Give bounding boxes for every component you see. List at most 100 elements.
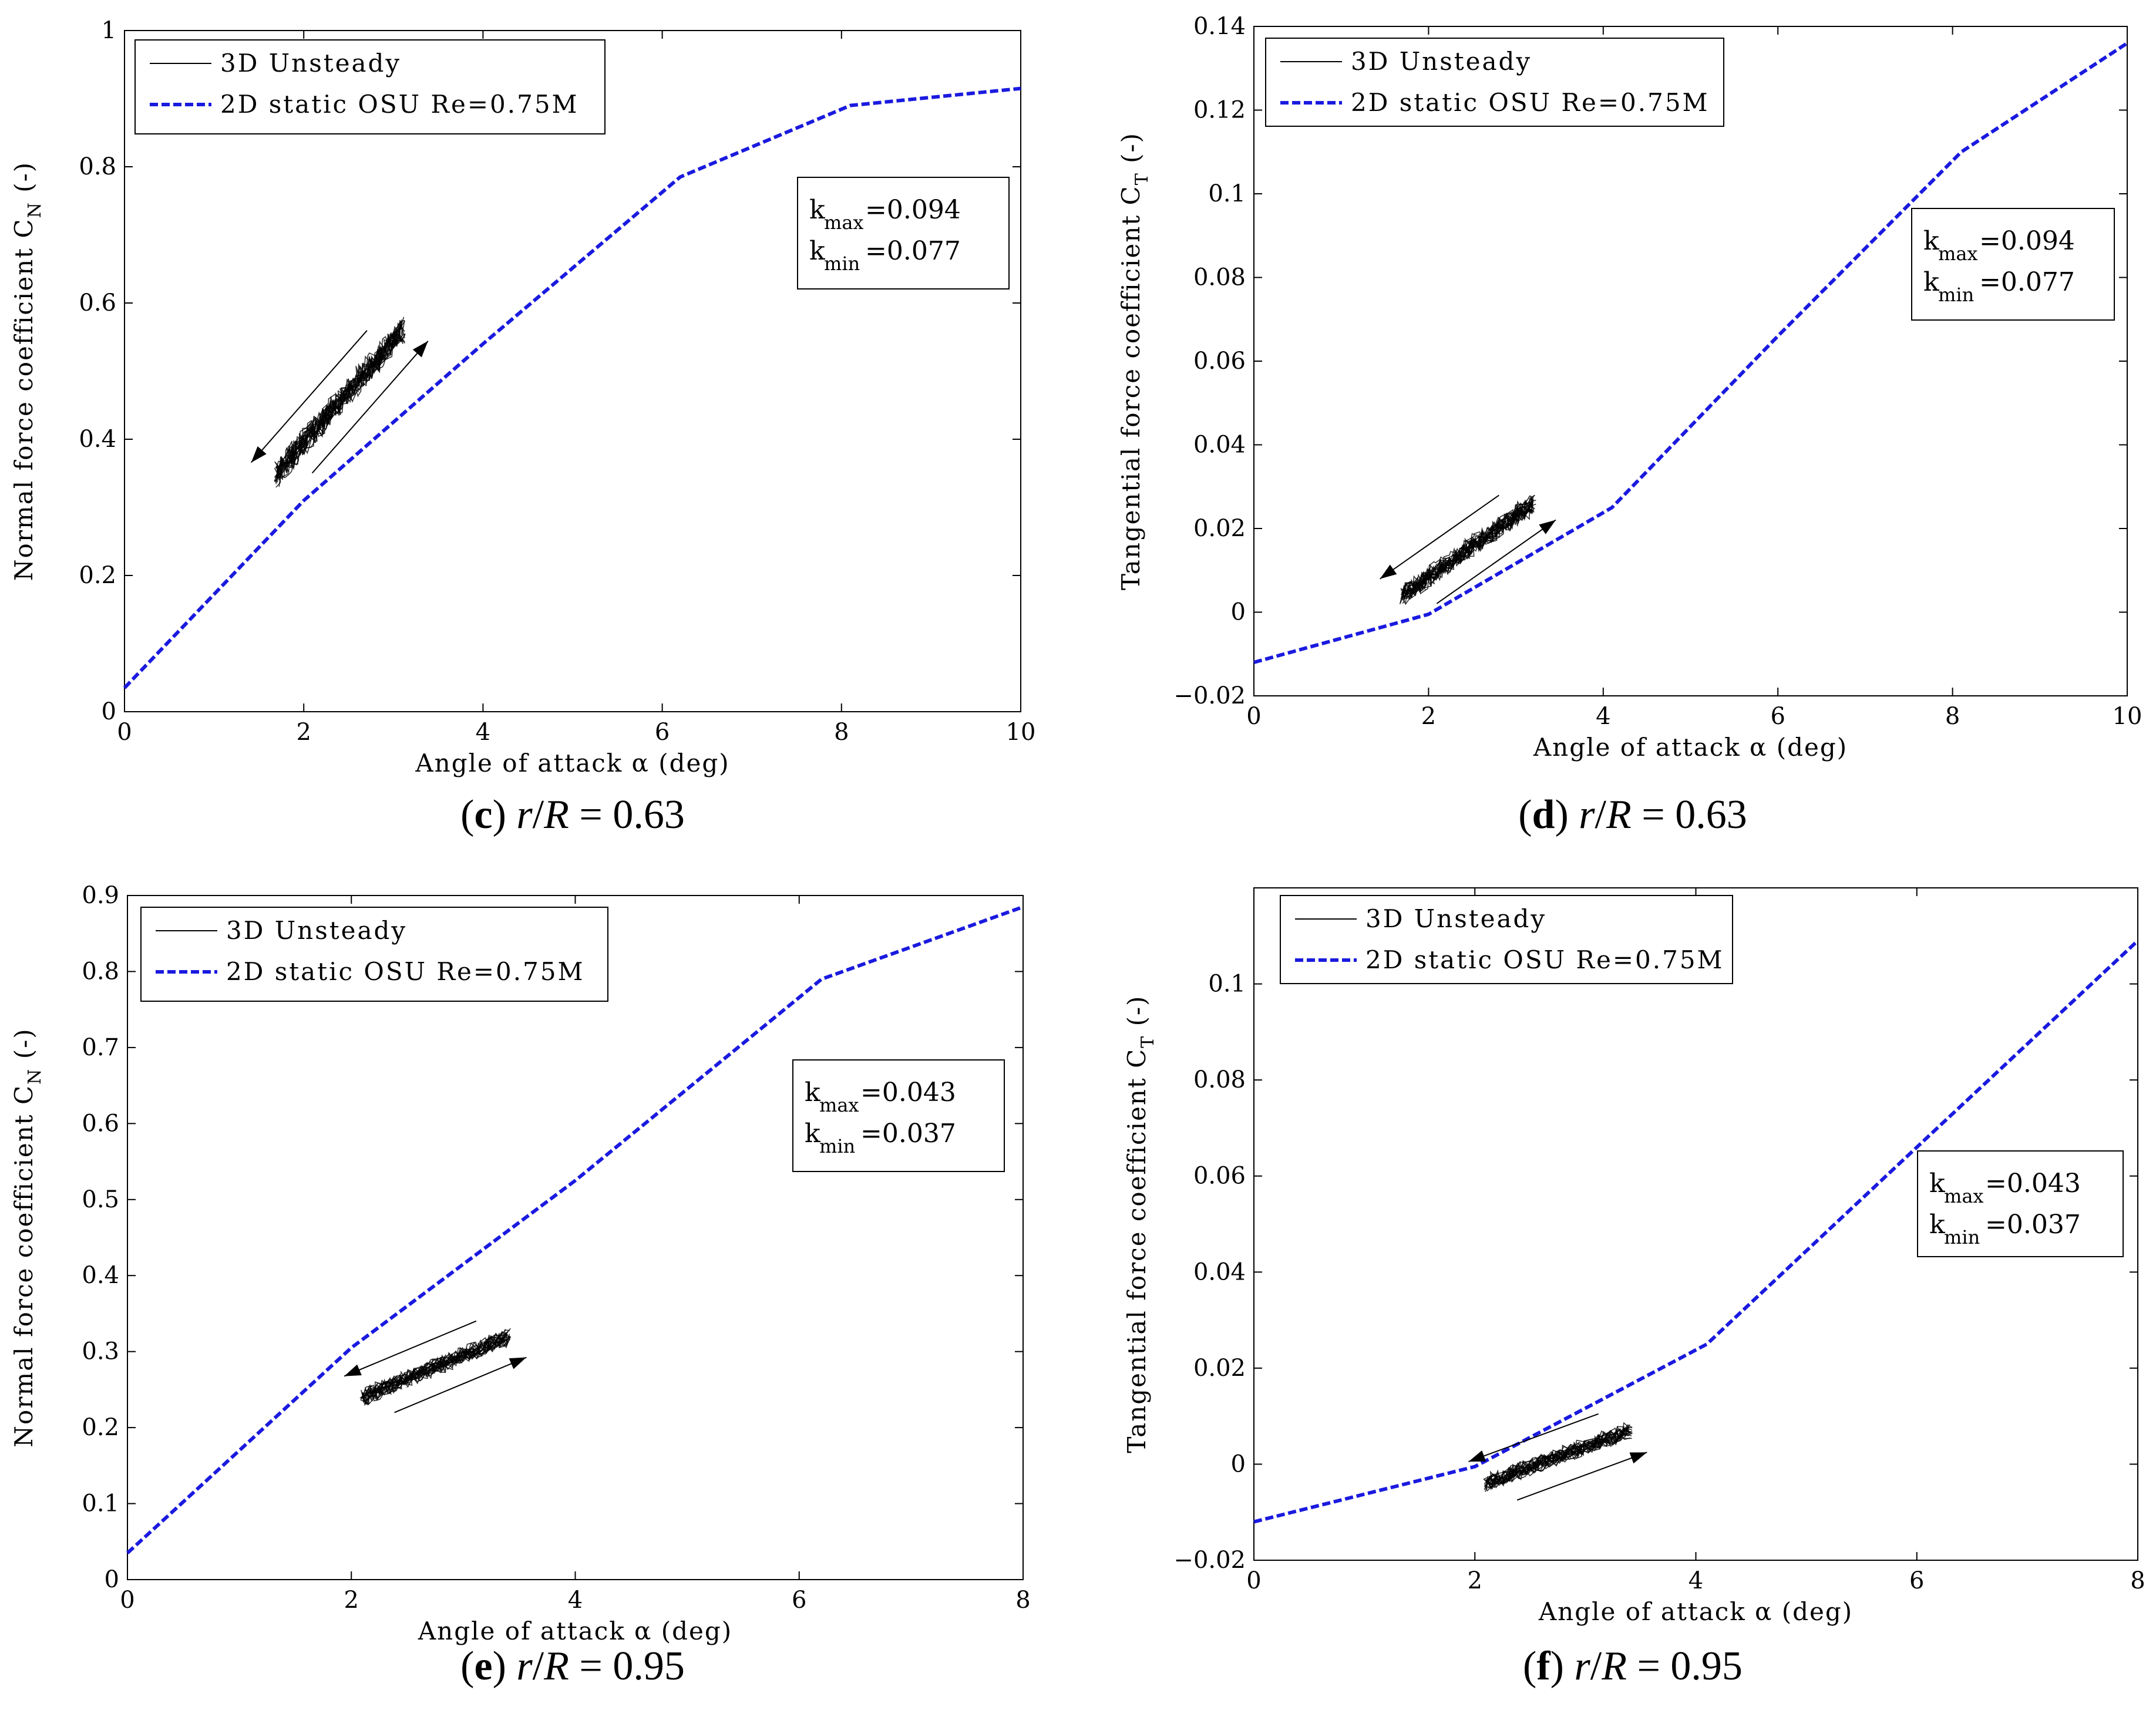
y-tick-label: 0.5 [82, 1186, 119, 1213]
arrow-increasing [1516, 1452, 1647, 1501]
x-tick-label: 6 [1770, 703, 1785, 730]
y-tick-label: 0 [105, 1566, 119, 1593]
unsteady-trace [1486, 1428, 1630, 1483]
k-min-subscript: min [1938, 284, 1974, 306]
caption-part: / [533, 792, 544, 837]
unsteady-trace [362, 1338, 508, 1402]
k-box-frame [792, 1059, 1005, 1172]
arrow-decreasing [250, 330, 368, 463]
x-tick-label: 4 [568, 1587, 583, 1614]
k-min-value: =0.037 [1985, 1210, 2081, 1240]
chart-panel-e: 0 2 4 6 8 0 0.1 0.2 0.3 0.4 0.5 0.6 0.7 0.8 0.9 Angle o… [9, 882, 1031, 1689]
series-3d-unsteady-loops [1483, 1422, 1633, 1492]
unsteady-trace [1486, 1424, 1630, 1489]
caption-part: ) [493, 792, 517, 837]
y-tick-label: 0.4 [82, 1262, 119, 1289]
legend-label-3d-unsteady: 3D Unsteady [226, 916, 407, 945]
series-3d-unsteady-loops [1399, 494, 1536, 605]
series-2d-static-line [1253, 41, 2128, 664]
caption-part: r [516, 1644, 533, 1689]
legend-frame [134, 39, 606, 134]
caption-part: ) [1550, 1644, 1575, 1689]
arrowhead-increasing [1629, 1452, 1647, 1464]
x-tick-label: 8 [2130, 1567, 2145, 1594]
y-tick-label: 0.7 [82, 1034, 119, 1061]
x-tick-label: 2 [296, 719, 311, 746]
legend: 3D Unsteady 2D static OSU Re=0.75M [1280, 895, 1733, 984]
legend: 3D Unsteady 2D static OSU Re=0.75M [140, 907, 608, 1002]
x-tick-label: 6 [655, 719, 670, 746]
y-axis-label-main: Tangential force coefficient C [1116, 185, 1145, 590]
y-tick-label: 0.06 [1193, 348, 1246, 375]
caption-part: R [543, 1644, 569, 1689]
y-axis-label-unit: (-) [1116, 132, 1145, 172]
caption-part: ( [1518, 792, 1532, 837]
k-min-symbol: k [809, 236, 825, 266]
series-3d-unsteady-loops [359, 1328, 512, 1406]
y-axis-label-main: Tangential force coefficient C [1122, 1048, 1151, 1453]
unsteady-trace [276, 331, 404, 480]
panel-caption: (d) r/R = 0.63 [1518, 792, 1747, 837]
y-tick-label: 0.14 [1193, 13, 1246, 40]
arrow-decreasing [1380, 494, 1499, 580]
x-tick-label: 6 [1909, 1567, 1924, 1594]
y-tick-label: 0.6 [79, 289, 116, 317]
caption-part: R [1601, 1644, 1627, 1689]
y-tick-label: 0.1 [82, 1490, 119, 1517]
legend-label-2d-static: 2D static OSU Re=0.75M [226, 957, 585, 986]
arrowhead-decreasing [1468, 1450, 1486, 1462]
caption-part: e [474, 1644, 492, 1689]
y-tick-label: 0 [102, 698, 116, 725]
x-tick-label: 10 [2113, 703, 2142, 730]
unsteady-trace [360, 1336, 511, 1400]
caption-part: = 0.63 [1632, 792, 1747, 837]
caption-part: c [474, 792, 492, 837]
x-tick-label: 8 [1945, 703, 1960, 730]
y-tick-label: 0 [1231, 1450, 1246, 1477]
unsteady-trace [275, 321, 402, 474]
unsteady-trace [275, 320, 405, 488]
unsteady-trace [1483, 1429, 1628, 1487]
legend-frame [1280, 895, 1733, 984]
x-axis-label: Angle of attack α (deg) [418, 1617, 732, 1645]
unsteady-trace [1400, 502, 1532, 598]
y-axis-label-unit: (-) [1122, 995, 1151, 1035]
k-max-symbol: k [809, 195, 825, 225]
legend-label-3d-unsteady: 3D Unsteady [1365, 904, 1546, 933]
k-min-subscript: min [819, 1135, 855, 1157]
panel-caption: (f) r/R = 0.95 [1523, 1644, 1743, 1689]
k-max-value: =0.094 [1979, 226, 2075, 256]
arrow-increasing [394, 1356, 527, 1413]
x-tick-label: 2 [344, 1587, 359, 1614]
caption-part: / [533, 1644, 544, 1689]
y-tick-label: 0.02 [1193, 515, 1246, 542]
y-tick-label: −0.02 [1173, 682, 1246, 709]
caption-part: ) [1555, 792, 1579, 837]
plot-frame [124, 30, 1021, 712]
caption-part: r [516, 792, 533, 837]
legend: 3D Unsteady 2D static OSU Re=0.75M [134, 39, 606, 134]
y-tick-label: 0.02 [1193, 1355, 1246, 1382]
x-tick-label: 10 [1006, 719, 1036, 746]
unsteady-trace [1400, 507, 1533, 595]
x-tick-label: 0 [120, 1587, 134, 1614]
y-axis-label: Tangential force coefficient CT (-) [1122, 995, 1158, 1453]
y-axis-label-main: Normal force coefficient C [9, 218, 38, 581]
unsteady-trace [1484, 1426, 1629, 1492]
k-min-symbol: k [1929, 1210, 1945, 1240]
caption-part: ) [493, 1644, 517, 1689]
k-max-symbol: k [1923, 226, 1939, 256]
y-tick-label: 0.1 [1208, 971, 1246, 998]
y-tick-label: 0.9 [82, 882, 119, 909]
k-max-symbol: k [1929, 1169, 1945, 1199]
caption-part: ( [1523, 1644, 1536, 1689]
k-box-frame [1917, 1150, 2124, 1257]
x-tick-label: 8 [834, 719, 849, 746]
y-tick-label: −0.02 [1173, 1547, 1246, 1574]
k-max-subscript: max [1944, 1185, 1983, 1207]
caption-part: ( [460, 1644, 474, 1689]
x-axis-label: Angle of attack α (deg) [1538, 1597, 1853, 1626]
